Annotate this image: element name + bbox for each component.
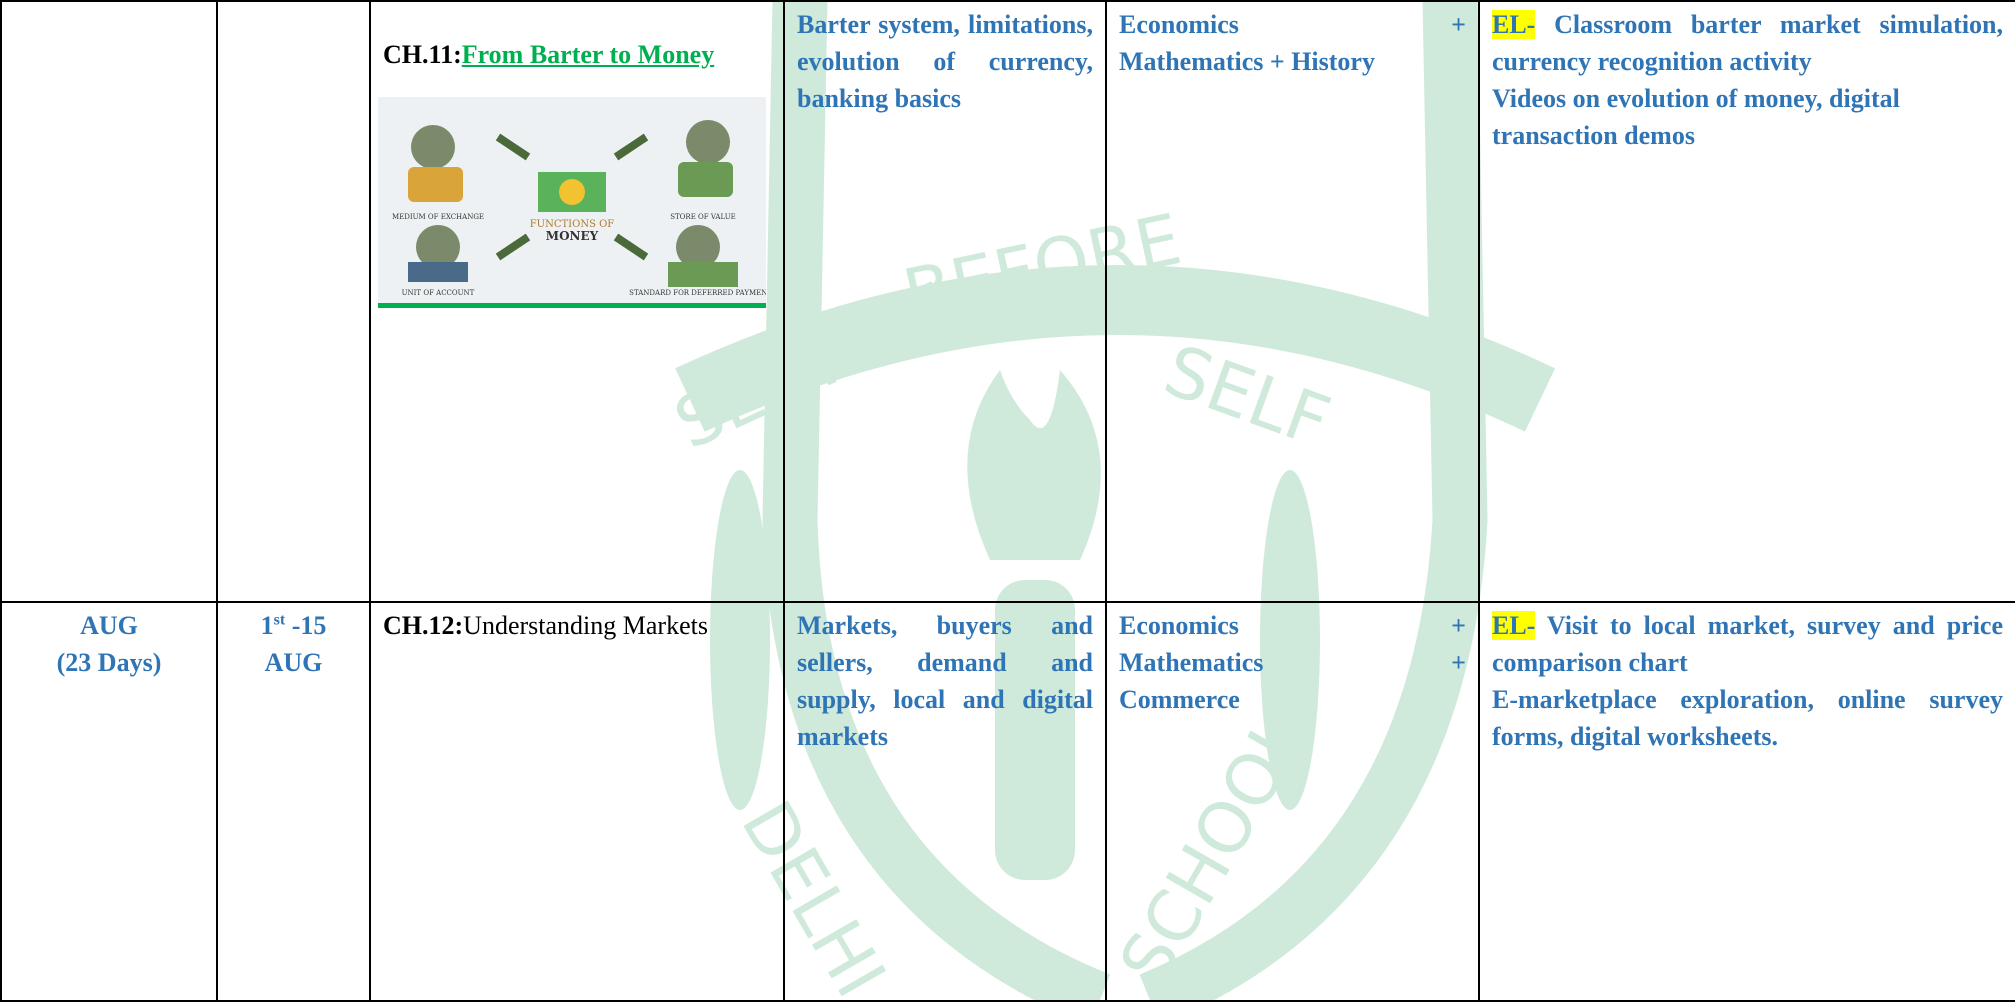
subject-line: Economics + <box>1119 6 1466 43</box>
activity: E-marketplace exploration, online survey… <box>1492 685 2003 751</box>
activities-cell: EL- Classroom barter market simulation, … <box>1478 0 2015 603</box>
topics: Markets, buyers and sellers, demand and … <box>797 611 1093 751</box>
table-row: CH.11:From Barter to Money MEDIUM OF EXC… <box>0 0 2015 603</box>
chapter-cell: CH.12:Understanding Markets <box>369 601 785 1002</box>
subject: Economics <box>1119 10 1239 39</box>
activity: EL- Visit to local market, survey and pr… <box>1492 607 2003 681</box>
subject: Mathematics <box>1119 648 1264 677</box>
topics-cell: Markets, buyers and sellers, demand and … <box>783 601 1107 1002</box>
image-label: STORE OF VALUE <box>670 213 736 221</box>
subject-sep: + <box>1451 10 1466 39</box>
table-row: AUG (23 Days) 1st -15 AUG CH.12:Understand… <box>0 601 2015 1002</box>
date-month: AUG <box>264 648 323 677</box>
subjects-cell: Economics + Mathematics + History <box>1105 0 1480 603</box>
dates-cell <box>216 0 371 603</box>
activity-text: Visit to local market, survey and price … <box>1492 611 2003 677</box>
image-label: MONEY <box>546 229 599 243</box>
chapter-title[interactable]: From Barter to Money <box>461 40 715 69</box>
date-day: 1 <box>260 611 274 640</box>
activity-text: Classroom barter market simulation, curr… <box>1492 10 2003 76</box>
chapter-image: MEDIUM OF EXCHANGE STORE OF VALUE FUNCTI… <box>378 97 766 308</box>
activity: Videos on evolution of money, digital tr… <box>1492 84 1900 150</box>
subject-sep: + <box>1451 611 1466 640</box>
subject: Commerce <box>1119 685 1240 714</box>
subject: Mathematics + History <box>1119 47 1375 76</box>
subject-line: Mathematics + <box>1119 644 1466 681</box>
date-rest: -15 <box>291 611 327 640</box>
image-label: FUNCTIONS OF <box>530 219 615 230</box>
chapter-prefix: CH.11: <box>383 40 462 69</box>
image-label: MEDIUM OF EXCHANGE <box>392 213 484 221</box>
topics: Barter system, limitations, evolution of… <box>797 10 1093 113</box>
subjects-cell: Economics + Mathematics + Commerce <box>1105 601 1480 1002</box>
date-suffix: st <box>273 611 286 629</box>
chapter-prefix: CH.12: <box>383 611 464 640</box>
month: AUG <box>80 611 138 640</box>
dates: 1st -15 <box>230 607 357 644</box>
chapter-cell: CH.11:From Barter to Money MEDIUM OF EXC… <box>369 0 785 603</box>
month-cell <box>0 0 218 603</box>
month-cell: AUG (23 Days) <box>0 601 218 1002</box>
dates-cell: 1st -15 AUG <box>216 601 371 1002</box>
activity: EL- Classroom barter market simulation, … <box>1492 6 2003 80</box>
activity-tag: EL- <box>1492 611 1536 640</box>
subject: Economics <box>1119 611 1239 640</box>
chapter-title: Understanding Markets <box>463 611 708 640</box>
month-days: (23 Days) <box>56 648 162 677</box>
image-label: UNIT OF ACCOUNT <box>402 289 475 297</box>
subject-line: Economics + <box>1119 607 1466 644</box>
activities-cell: EL- Visit to local market, survey and pr… <box>1478 601 2015 1002</box>
topics-cell: Barter system, limitations, evolution of… <box>783 0 1107 603</box>
image-label: STANDARD FOR DEFERRED PAYMENTS <box>629 289 766 297</box>
activity-tag: EL- <box>1492 10 1536 39</box>
subject-sep: + <box>1451 648 1466 677</box>
